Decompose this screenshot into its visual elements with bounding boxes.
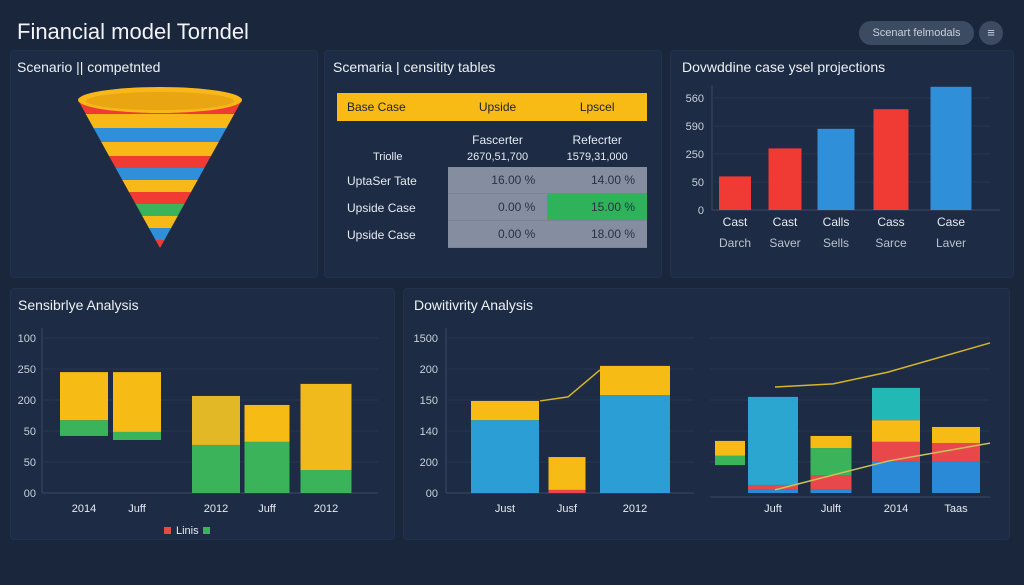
subheader-1: Fascerter xyxy=(472,133,523,147)
page-title: Financial model Torndel xyxy=(17,19,249,44)
scenario-button[interactable]: Scenart felmodals xyxy=(859,21,974,45)
funnel-title: Scenario || competnted xyxy=(17,59,161,75)
table-header-row: Base Case Upside Lpscel xyxy=(337,93,647,121)
funnel-band xyxy=(78,240,242,248)
funnel-band xyxy=(78,204,242,217)
table-row: UptaSer Tate 16.00 % 14.00 % xyxy=(337,167,648,194)
header-upside: Upside xyxy=(478,100,517,114)
funnel-band xyxy=(78,180,242,193)
sensitivity-panel xyxy=(10,288,395,540)
header-base-case: Base Case xyxy=(347,100,406,114)
funnel-band xyxy=(78,216,242,229)
downside-title: Dowitivrity Analysis xyxy=(414,297,534,313)
funnel-band xyxy=(78,128,242,143)
table-row: Upside Case 0.00 % 18.00 % xyxy=(337,221,648,248)
table-row: Triolle 2670,51,700 1579,31,000 xyxy=(373,151,628,163)
subheader-2: Refecrter xyxy=(572,133,622,147)
sensitivity-table: Base Case Upside Lpscel Fascerter Refecr… xyxy=(337,93,648,248)
funnel-band xyxy=(78,156,242,169)
highlighted-cell: 15.00 % xyxy=(547,194,648,221)
downside-panel xyxy=(403,288,1010,540)
funnel-band xyxy=(78,168,242,181)
hamburger-menu-icon[interactable]: ≡ xyxy=(979,21,1003,45)
funnel-band xyxy=(78,142,242,157)
projections-panel xyxy=(670,50,1014,278)
funnel-graphic xyxy=(78,87,242,248)
funnel-band xyxy=(78,228,242,241)
funnel-band xyxy=(78,192,242,205)
header-lpscel: Lpscel xyxy=(579,100,615,114)
funnel-band xyxy=(78,114,242,129)
table-row: Upside Case 0.00 % 15.00 % xyxy=(337,194,648,221)
projections-title: Dovwddine case ysel projections xyxy=(682,59,886,75)
table-title: Scemaria | censitity tables xyxy=(333,59,496,75)
sensitivity-title: Sensibrlye Analysis xyxy=(18,297,139,313)
